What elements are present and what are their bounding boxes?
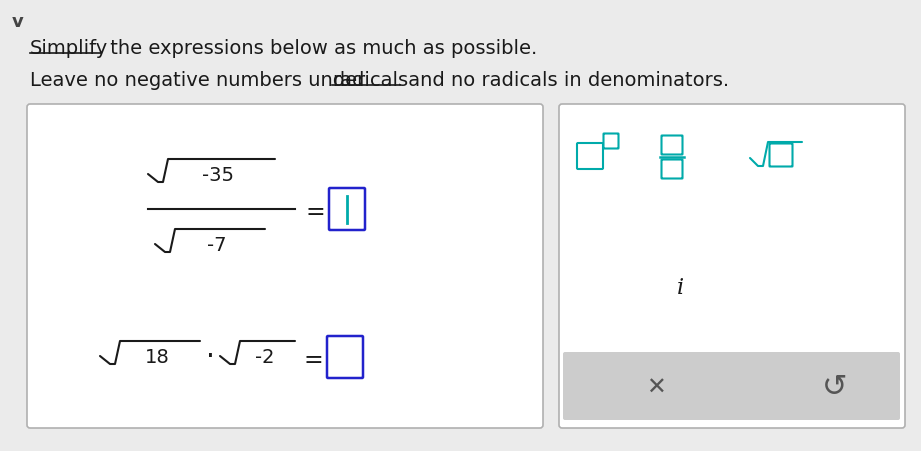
Text: -2: -2 bbox=[255, 348, 274, 367]
FancyBboxPatch shape bbox=[770, 144, 792, 167]
FancyBboxPatch shape bbox=[577, 144, 603, 170]
Text: ✕: ✕ bbox=[647, 375, 666, 399]
Text: i: i bbox=[676, 276, 683, 299]
Text: =: = bbox=[303, 347, 323, 371]
Text: radicals: radicals bbox=[332, 70, 408, 89]
FancyBboxPatch shape bbox=[563, 352, 900, 420]
Text: =: = bbox=[305, 199, 325, 224]
FancyBboxPatch shape bbox=[27, 105, 543, 428]
FancyBboxPatch shape bbox=[559, 105, 905, 428]
Text: v: v bbox=[12, 13, 24, 31]
FancyBboxPatch shape bbox=[327, 336, 363, 378]
FancyBboxPatch shape bbox=[603, 134, 619, 149]
Text: the expressions below as much as possible.: the expressions below as much as possibl… bbox=[104, 38, 537, 57]
Text: Simplify: Simplify bbox=[30, 38, 109, 57]
Text: ·: · bbox=[205, 342, 215, 370]
Text: and no radicals in denominators.: and no radicals in denominators. bbox=[402, 70, 729, 89]
FancyBboxPatch shape bbox=[661, 160, 682, 179]
Text: Leave no negative numbers under: Leave no negative numbers under bbox=[30, 70, 371, 89]
Text: 18: 18 bbox=[145, 348, 169, 367]
FancyBboxPatch shape bbox=[329, 189, 365, 230]
Text: -7: -7 bbox=[207, 236, 227, 255]
Text: -35: -35 bbox=[202, 166, 234, 185]
FancyBboxPatch shape bbox=[661, 136, 682, 155]
Text: ↺: ↺ bbox=[822, 373, 847, 401]
